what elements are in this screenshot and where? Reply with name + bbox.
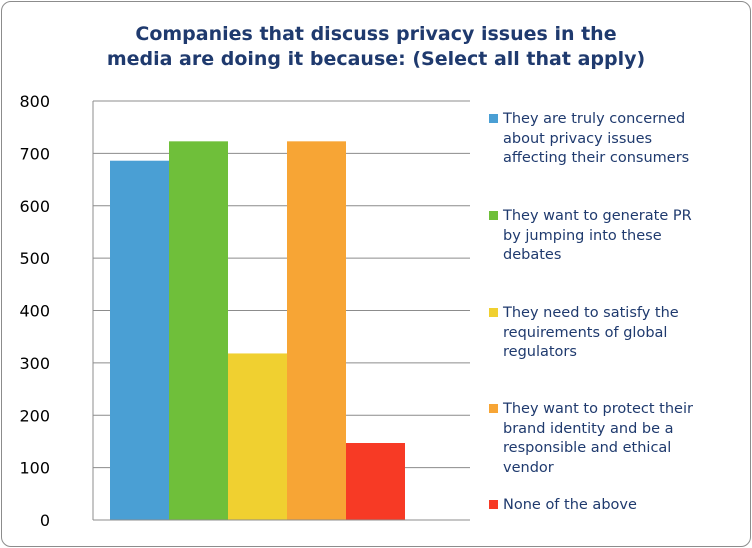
y-tick-label: 200 — [19, 406, 50, 425]
legend-label-concerned: They are truly concerned about privacy i… — [503, 111, 690, 166]
legend-label-generate-pr: They want to generate PR by jumping into… — [503, 208, 692, 263]
y-tick-label: 0 — [40, 511, 50, 530]
legend-label-none: None of the above — [503, 497, 637, 513]
bar — [287, 141, 346, 521]
y-tick-label: 400 — [19, 302, 50, 321]
bar — [228, 353, 287, 520]
y-tick-label: 100 — [19, 459, 50, 478]
legend-swatch-none — [489, 500, 498, 509]
legend-label-regulators: They need to satisfy the requirements of… — [503, 305, 679, 360]
legend-swatch-regulators — [489, 308, 498, 317]
y-tick-label: 600 — [19, 197, 50, 216]
legend-swatch-brand-identity — [489, 404, 498, 413]
bar — [110, 160, 169, 520]
bar — [346, 443, 405, 520]
legend-swatch-concerned — [489, 114, 498, 123]
chart-title-line-1: Companies that discuss privacy issues in… — [135, 23, 617, 45]
chart-title: Companies that discuss privacy issues in… — [0, 22, 752, 72]
chart-title-line-2: media are doing it because: (Select all … — [106, 48, 646, 70]
y-tick-label: 300 — [19, 354, 50, 373]
y-tick-label: 700 — [19, 144, 50, 163]
legend-swatch-generate-pr — [489, 211, 498, 220]
y-tick-label: 800 — [19, 92, 50, 111]
bar — [169, 141, 228, 521]
legend-label-brand-identity: They want to protect their brand identit… — [503, 401, 693, 476]
y-tick-label: 500 — [19, 249, 50, 268]
